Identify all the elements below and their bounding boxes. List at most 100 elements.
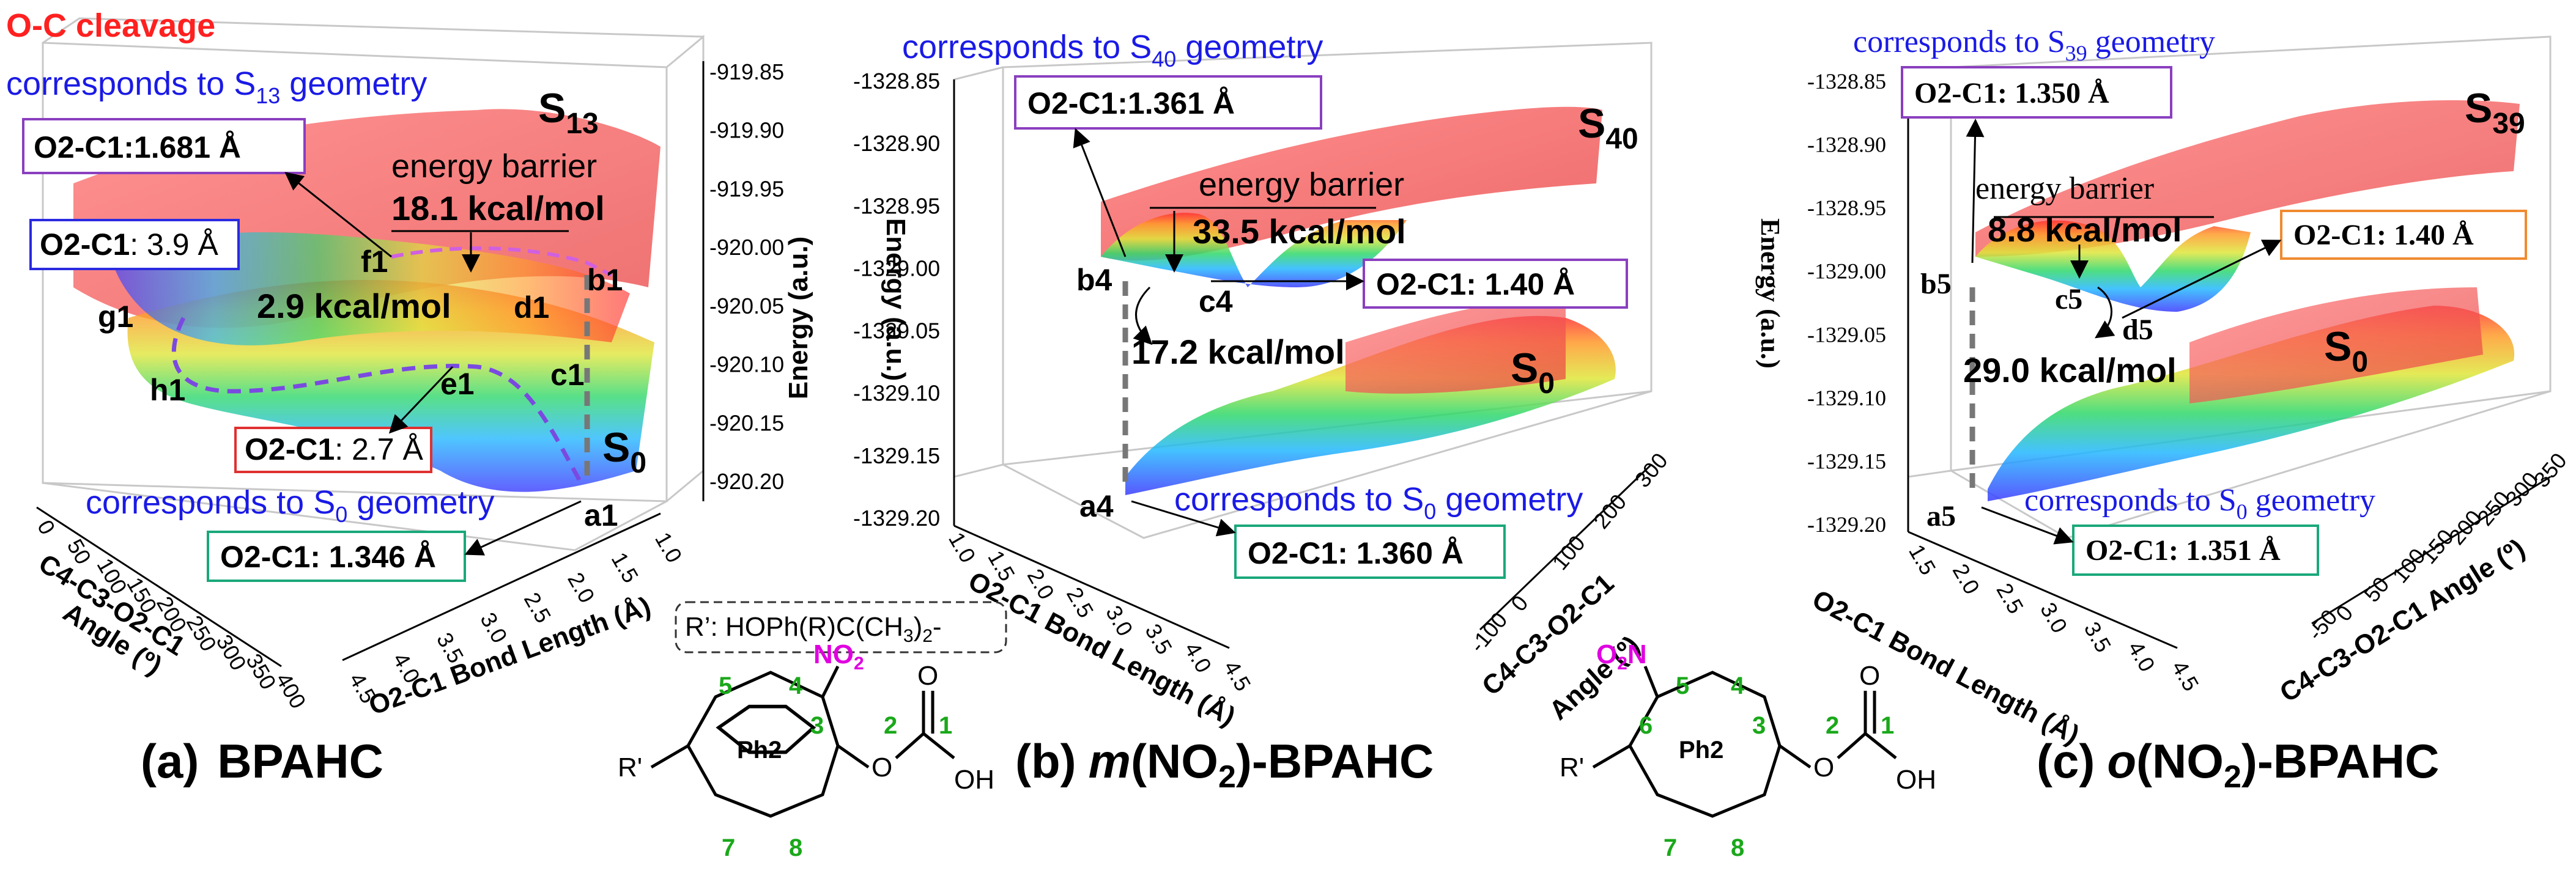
panel-c-bond-tick: 2.5: [1991, 579, 2029, 618]
svg-text:O2N: O2N: [1596, 639, 1647, 674]
svg-text:1: 1: [1881, 712, 1894, 739]
svg-text:O2-C1: 3.9 Å: O2-C1: 3.9 Å: [40, 227, 218, 262]
svg-text:O2-C1: 1.40 Å: O2-C1: 1.40 Å: [2293, 219, 2474, 251]
svg-text:5: 5: [1676, 672, 1689, 699]
panel-a-barrier-1: 18.1 kcal/mol: [391, 189, 605, 227]
panel-b-energy-tick: -1329.05: [853, 318, 940, 344]
meta-nitro-structure: [650, 665, 955, 818]
ortho-nitro-labels: R' Ph2 O2N O O OH 5 4 6 3 2 1 7 8: [1560, 639, 1936, 861]
panel-b-energy-axis-label: Energy (a.u.): [881, 218, 911, 381]
panel-b-points: b4 c4 a4: [1076, 263, 1233, 523]
svg-text:3: 3: [1752, 712, 1766, 739]
svg-text:O2-C1: 1.360 Å: O2-C1: 1.360 Å: [1248, 536, 1464, 570]
panel-c-state-lower: S0: [2324, 323, 2368, 378]
svg-text:5: 5: [719, 672, 732, 699]
panel-a-state-lower: S0: [602, 424, 646, 479]
panel-b-energy-ticks: -1328.85 -1328.90 -1328.95 -1329.00 -1329.05…: [853, 68, 940, 531]
panel-c-energy-axis: -1328.85 -1328.90 -1328.95 -1329.00 -1329.05…: [1755, 69, 1909, 537]
svg-text:R': R': [618, 753, 642, 782]
panel-a-energy-axis: Energy (a.u.) -919.85 -919.90 -919.95 -920.…: [702, 59, 813, 501]
panel-c-bond-tick: 4.5: [2167, 657, 2204, 696]
panel-c-box-a5: O2-C1: 1.351 Å: [2072, 524, 2319, 576]
panel-b-energy-tick: -1329.20: [853, 506, 940, 531]
panel-b-barrier-1: 33.5 kcal/mol: [1193, 212, 1406, 251]
panel-a-angle-tick: 0: [32, 516, 61, 539]
panel-b-angle-tick: 100: [1547, 531, 1590, 575]
panel-c-points: b5 c5 d5 a5: [1920, 268, 2153, 532]
svg-text:O2-C1:1.681 Å: O2-C1:1.681 Å: [34, 130, 241, 164]
point-label-c1: c1: [550, 358, 585, 392]
svg-text:O: O: [1813, 753, 1834, 782]
panel-c-energy-tick: -1328.85: [1807, 69, 1886, 94]
point-label-a4: a4: [1079, 489, 1114, 523]
svg-text:O2-C1: 1.351 Å: O2-C1: 1.351 Å: [2086, 534, 2281, 567]
svg-text:O: O: [917, 661, 938, 691]
panel-a-arrow-a1: [464, 500, 582, 556]
panel-a-bond-tick: 1.5: [607, 548, 644, 587]
panel-c-energy-tick: -1329.10: [1807, 386, 1886, 410]
panel-c-barrier-2-arrow: [2095, 286, 2115, 339]
panel-b-bond-tick: 4.5: [1219, 657, 1256, 696]
panel-c-energy-ticks: -1328.85 -1328.90 -1328.95 -1329.00 -1329.05…: [1807, 69, 1886, 537]
panel-b-arrow-a4: [1131, 500, 1236, 537]
svg-text:O2-C1: 1.40 Å: O2-C1: 1.40 Å: [1376, 267, 1575, 301]
panel-c-bond-tick: 1.5: [1904, 540, 1941, 580]
svg-text:7: 7: [722, 834, 735, 861]
panel-a-energy-axis-label: Energy (a.u.): [783, 237, 813, 400]
panel-a: Energy (a.u.) -919.85 -919.90 -919.95 -920.…: [6, 7, 813, 721]
panel-a-bond-tick: 2.5: [519, 588, 557, 627]
panel-b-energy-tick: -1328.90: [853, 131, 940, 156]
panel-b-barrier-2-arrow: [1133, 286, 1153, 345]
panel-a-box-frame: [42, 17, 705, 551]
point-label-h1: h1: [150, 373, 185, 407]
svg-text:O2-C1: 1.350 Å: O2-C1: 1.350 Å: [1914, 77, 2109, 109]
svg-text:O2-C1:1.361 Å: O2-C1:1.361 Å: [1027, 86, 1235, 120]
svg-text:4: 4: [1731, 672, 1745, 699]
panel-a-energy-tick: -919.90: [709, 118, 784, 143]
svg-text:8: 8: [1731, 834, 1744, 861]
panel-a-bottom-geometry-label: corresponds to S0 geometry: [86, 484, 494, 527]
panel-c-arrow-a5: [1981, 506, 2074, 545]
point-label-b4: b4: [1076, 263, 1112, 297]
panel-a-box-g1: O2-C1: 3.9 Å: [29, 219, 240, 270]
panel-c-bond-tick: 3.5: [2079, 617, 2117, 657]
panel-b-box-a4: O2-C1: 1.360 Å: [1234, 524, 1506, 579]
panel-a-arrow-top: [284, 172, 392, 258]
point-label-b1: b1: [587, 263, 623, 297]
panel-a-reaction-path: [171, 317, 583, 484]
svg-text:Ph2: Ph2: [737, 737, 782, 764]
svg-text:OH: OH: [954, 765, 994, 795]
panel-b-barrier-2: 17.2 kcal/mol: [1131, 333, 1345, 371]
svg-text:7: 7: [1664, 834, 1677, 861]
panel-b-angle-tick: 200: [1588, 489, 1631, 533]
panel-a-energy-tick: -920.20: [709, 469, 784, 494]
caption-c: (c) o(NO2)-BPAHC: [2037, 734, 2439, 795]
panel-c-bond-tick: 3.0: [2035, 598, 2073, 638]
panel-c-barrier-2: 29.0 kcal/mol: [1963, 351, 2177, 389]
panel-b-bond-tick: 3.5: [1141, 620, 1178, 659]
panel-a-bond-tick: 1.0: [650, 528, 687, 567]
svg-text:1: 1: [939, 712, 952, 739]
panel-a-bond-tick: 2.0: [563, 568, 600, 607]
panel-a-arrow-e1: [388, 366, 454, 434]
panel-a-box-h1: O2-C1: 2.7 Å: [234, 427, 432, 473]
panel-c-top-geometry-label: corresponds to S39 geometry: [1853, 24, 2215, 65]
svg-text:4: 4: [789, 672, 803, 699]
panel-c-energy-barrier-label: energy barrier: [1975, 171, 2154, 206]
svg-text:2: 2: [884, 712, 897, 739]
panel-c-barrier-1: 8.8 kcal/mol: [1988, 210, 2182, 249]
panel-c-energy-tick: -1329.05: [1807, 322, 1886, 347]
panel-b-bottom-geometry-label: corresponds to S0 geometry: [1174, 481, 1583, 524]
svg-text:R’: HOPh(R)C(CH3)2-: R’: HOPh(R)C(CH3)2-: [685, 612, 942, 646]
panel-b-box-c4: O2-C1: 1.40 Å: [1363, 259, 1628, 309]
panel-c: -1328.85 -1328.90 -1328.95 -1329.00 -1329.05…: [1755, 24, 2572, 750]
panel-a-energy-tick: -919.95: [709, 176, 784, 201]
panel-a-upper-path: [391, 246, 613, 277]
panel-b-box-top: O2-C1:1.361 Å: [1014, 75, 1322, 130]
panel-c-arrow-d5: [2122, 240, 2282, 319]
svg-text:O: O: [872, 753, 892, 782]
panel-a-energy-tick: -920.05: [709, 293, 784, 318]
svg-text:Ph2: Ph2: [1679, 737, 1723, 764]
ortho-nitro-structure: [1592, 666, 1897, 818]
panel-a-energy-tick: -919.85: [709, 59, 784, 84]
